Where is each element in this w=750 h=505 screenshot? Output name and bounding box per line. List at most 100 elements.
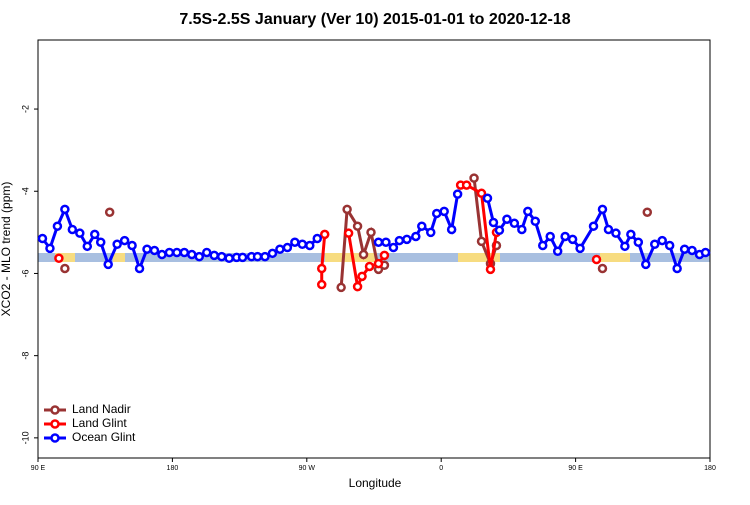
data-point bbox=[642, 207, 653, 217]
data-point bbox=[316, 279, 327, 290]
data-point bbox=[179, 247, 190, 258]
data-point bbox=[194, 251, 205, 262]
data-point bbox=[60, 263, 70, 274]
data-point bbox=[588, 221, 599, 231]
data-point bbox=[290, 237, 300, 247]
data-point bbox=[641, 259, 651, 270]
y-tick-label: -6 bbox=[20, 269, 30, 277]
x-tick-label: 0 bbox=[439, 465, 443, 472]
data-point bbox=[545, 231, 555, 242]
data-point bbox=[45, 243, 55, 254]
data-point bbox=[366, 227, 376, 238]
data-point bbox=[672, 263, 682, 274]
x-axis-label: Longitude bbox=[349, 476, 402, 490]
data-point bbox=[149, 245, 160, 256]
data-point bbox=[142, 244, 152, 254]
data-point bbox=[476, 236, 487, 247]
data-point bbox=[373, 258, 384, 269]
data-point bbox=[537, 240, 548, 251]
data-point bbox=[67, 224, 78, 235]
data-point bbox=[379, 250, 390, 261]
data-point bbox=[439, 206, 449, 217]
data-point bbox=[95, 237, 106, 247]
y-tick-label: -2 bbox=[20, 105, 30, 113]
data-point bbox=[591, 254, 602, 265]
data-point bbox=[633, 237, 644, 247]
data-point bbox=[112, 239, 122, 250]
data-point bbox=[452, 189, 463, 199]
data-point bbox=[157, 249, 167, 260]
land-strip bbox=[600, 253, 630, 262]
legend-marker bbox=[50, 419, 60, 429]
x-tick-label: 180 bbox=[704, 465, 716, 472]
data-point bbox=[357, 271, 367, 282]
legend-label: Land Nadir bbox=[72, 402, 131, 416]
data-point bbox=[626, 229, 636, 240]
data-point bbox=[336, 282, 346, 293]
data-point bbox=[482, 193, 493, 203]
data-point bbox=[343, 228, 354, 238]
data-point bbox=[319, 229, 330, 240]
data-point bbox=[201, 247, 212, 258]
data-point bbox=[305, 240, 315, 251]
data-point bbox=[103, 259, 113, 270]
data-point bbox=[104, 207, 115, 217]
legend-label: Ocean Glint bbox=[72, 430, 136, 444]
series-line bbox=[322, 185, 597, 287]
data-point bbox=[509, 218, 520, 229]
data-point bbox=[342, 204, 352, 215]
data-point bbox=[461, 180, 472, 190]
data-point bbox=[52, 221, 63, 231]
data-point bbox=[224, 253, 234, 263]
surface-strip bbox=[38, 253, 710, 262]
data-point bbox=[502, 214, 512, 224]
data-point bbox=[402, 234, 412, 245]
legend-label: Land Glint bbox=[72, 416, 127, 430]
data-point bbox=[297, 239, 308, 250]
x-tick-label: 90 E bbox=[31, 465, 46, 472]
data-point bbox=[431, 208, 442, 219]
data-point bbox=[388, 242, 399, 253]
data-point bbox=[127, 240, 137, 251]
data-point bbox=[620, 241, 630, 252]
data-point bbox=[164, 247, 175, 258]
data-point bbox=[560, 231, 570, 242]
data-point bbox=[552, 246, 563, 257]
data-point bbox=[417, 221, 427, 231]
data-point bbox=[134, 263, 145, 274]
data-point bbox=[275, 244, 285, 254]
data-point bbox=[89, 229, 100, 240]
y-tick-label: -10 bbox=[20, 431, 30, 444]
data-point bbox=[687, 245, 697, 256]
legend-marker bbox=[50, 433, 60, 443]
data-point bbox=[312, 233, 323, 244]
data-point bbox=[425, 227, 436, 238]
data-point bbox=[485, 264, 496, 275]
data-point bbox=[488, 217, 499, 228]
land-strip bbox=[458, 253, 500, 262]
data-point bbox=[352, 221, 363, 231]
data-point bbox=[411, 231, 421, 242]
data-point bbox=[75, 228, 85, 238]
chart-title: 7.5S-2.5S January (Ver 10) 2015-01-01 to… bbox=[179, 11, 570, 28]
data-point bbox=[187, 249, 197, 260]
data-point bbox=[252, 251, 263, 262]
data-point bbox=[237, 252, 248, 263]
y-tick-label: -4 bbox=[20, 187, 30, 195]
data-point bbox=[679, 244, 690, 254]
data-point bbox=[216, 251, 227, 262]
data-point bbox=[597, 263, 608, 274]
data-point bbox=[517, 224, 527, 235]
data-point bbox=[209, 250, 219, 261]
x-tick-label: 90 W bbox=[299, 465, 316, 472]
legend-marker bbox=[50, 405, 60, 415]
data-point bbox=[381, 237, 391, 247]
y-tick-label: -8 bbox=[20, 352, 30, 360]
data-point bbox=[352, 281, 363, 292]
data-point bbox=[260, 251, 270, 262]
data-point bbox=[364, 261, 375, 272]
data-point bbox=[494, 225, 505, 236]
data-point bbox=[611, 228, 621, 238]
plot-frame bbox=[37, 39, 711, 459]
data-point bbox=[358, 249, 369, 260]
